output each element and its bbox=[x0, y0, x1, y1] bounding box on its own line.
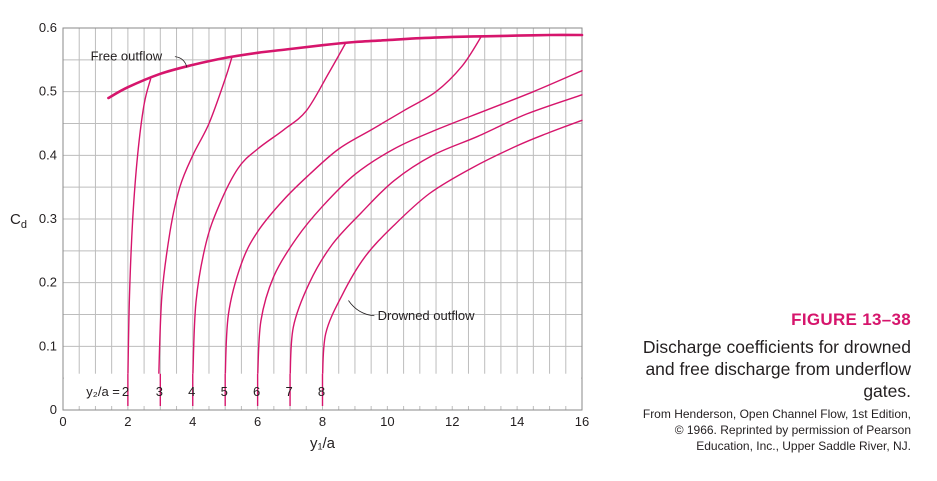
drowned-outflow-curve bbox=[256, 70, 583, 379]
y-tick-label: 0.6 bbox=[39, 20, 57, 35]
drowned-outflow-curve bbox=[127, 78, 152, 379]
y2a-value-label: 3 bbox=[156, 384, 163, 399]
y2a-value-label: 7 bbox=[285, 384, 292, 399]
y-tick-label: 0.4 bbox=[39, 147, 57, 162]
y2a-value-label: 6 bbox=[253, 384, 260, 399]
drowned-outflow-label: Drowned outflow bbox=[378, 308, 475, 323]
drowned-outflow-curve bbox=[224, 35, 483, 379]
axes: 0 2 4 6 8 10 12 14 16 0 0.1 0.2 0.3 0.4 0.5 0.6 y₁/a Cd bbox=[10, 20, 589, 452]
y-tick-label: 0.1 bbox=[39, 338, 57, 353]
figure-title-line: Discharge coefficients for drowned bbox=[642, 337, 911, 357]
drowned-outflow-curve bbox=[192, 43, 346, 379]
y-tick-label: 0.2 bbox=[39, 275, 57, 290]
labels: y₂/a = 2 3 4 5 6 7 8 Free outflow Drowned outflo… bbox=[64, 49, 581, 406]
y2a-value-label: 4 bbox=[188, 384, 195, 399]
x-axis-label: y₁/a bbox=[310, 435, 336, 452]
figure-source-line: Education, Inc., Upper Saddle River, NJ. bbox=[696, 439, 911, 453]
figure-title-line: gates. bbox=[863, 381, 911, 401]
x-tick-label: 12 bbox=[445, 414, 459, 429]
free-outflow-label: Free outflow bbox=[91, 49, 163, 64]
x-tick-label: 4 bbox=[189, 414, 196, 429]
figure-source-line: © 1966. Reprinted by permission of Pears… bbox=[674, 423, 911, 437]
y2a-value-label: 8 bbox=[318, 384, 325, 399]
y-axis-label: Cd bbox=[10, 211, 27, 231]
figure-label: FIGURE 13–38 bbox=[791, 310, 911, 329]
y2a-value-label: 2 bbox=[122, 384, 129, 399]
drowned-outflow-curve bbox=[321, 119, 583, 379]
figure-source-line: From Henderson, Open Channel Flow, 1st E… bbox=[642, 407, 911, 421]
plot-frame bbox=[62, 27, 583, 411]
x-tick-label: 14 bbox=[510, 414, 524, 429]
y-tick-label: 0 bbox=[50, 402, 57, 417]
x-tick-label: 0 bbox=[59, 414, 66, 429]
x-tick-label: 2 bbox=[124, 414, 131, 429]
y2a-prefix-label: y₂/a = bbox=[86, 384, 120, 399]
y-tick-label: 0.3 bbox=[39, 211, 57, 226]
free-outflow-leader bbox=[174, 56, 188, 68]
figure-caption: FIGURE 13–38 Discharge coefficients for … bbox=[591, 310, 911, 454]
x-tick-label: 10 bbox=[380, 414, 394, 429]
figure-title-line: and free discharge from underflow bbox=[645, 359, 911, 379]
curves bbox=[107, 33, 584, 379]
drowned-outflow-curve bbox=[289, 94, 583, 379]
x-tick-label: 6 bbox=[254, 414, 261, 429]
y-tick-label: 0.5 bbox=[39, 84, 57, 99]
x-tick-label: 16 bbox=[575, 414, 589, 429]
drowned-outflow-leader bbox=[348, 300, 375, 317]
drowned-outflow-curve bbox=[158, 57, 233, 379]
y2a-value-label: 5 bbox=[221, 384, 228, 399]
figure-title: Discharge coefficients for drowned and f… bbox=[591, 336, 911, 402]
free-outflow-curve bbox=[107, 33, 584, 100]
figure-source: From Henderson, Open Channel Flow, 1st E… bbox=[591, 406, 911, 454]
x-tick-label: 8 bbox=[319, 414, 326, 429]
